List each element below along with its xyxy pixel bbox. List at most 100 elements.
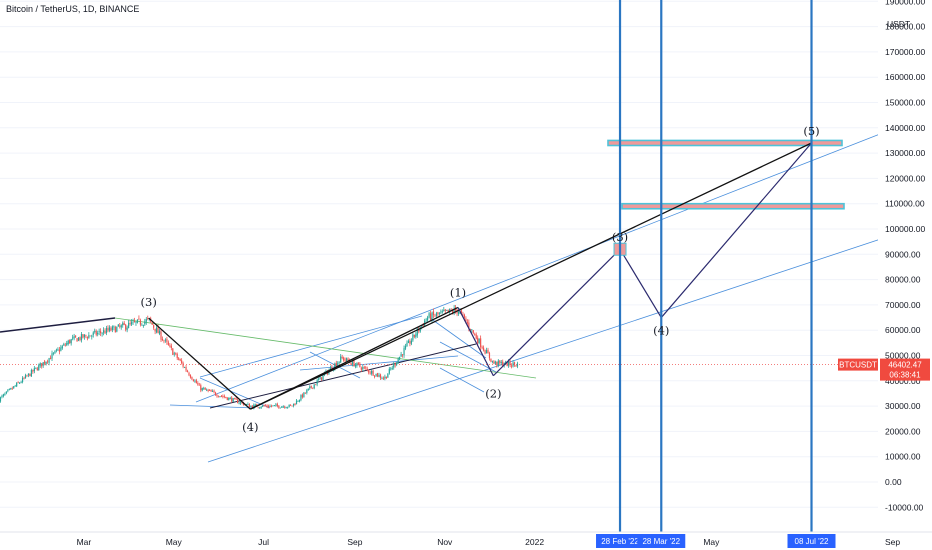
candle-body[interactable]: [70, 339, 72, 344]
candle-body[interactable]: [80, 334, 83, 341]
candle-body[interactable]: [16, 382, 18, 387]
candle-body[interactable]: [440, 311, 442, 313]
candle-body[interactable]: [94, 330, 96, 332]
candle-body[interactable]: [213, 390, 215, 393]
candle-body[interactable]: [309, 386, 311, 389]
candle-body[interactable]: [79, 337, 81, 340]
candle-body[interactable]: [217, 396, 220, 398]
candle-body[interactable]: [139, 320, 141, 325]
candle-body[interactable]: [491, 360, 494, 362]
candle-body[interactable]: [429, 313, 432, 320]
candle-body[interactable]: [42, 362, 44, 366]
candle-body[interactable]: [189, 375, 192, 378]
candle-body[interactable]: [500, 361, 502, 364]
candle-body[interactable]: [340, 356, 342, 363]
candle-body[interactable]: [457, 311, 460, 314]
candle-body[interactable]: [20, 382, 22, 383]
symbol-badge[interactable]: [838, 358, 878, 371]
candle-body[interactable]: [247, 403, 249, 405]
candle-body[interactable]: [77, 337, 80, 341]
candle-body[interactable]: [253, 404, 255, 409]
candle-body[interactable]: [182, 362, 184, 367]
candle-body[interactable]: [368, 369, 370, 373]
candle-body[interactable]: [13, 386, 15, 389]
candle-body[interactable]: [415, 334, 417, 337]
candle-body[interactable]: [33, 368, 35, 372]
candle-body[interactable]: [427, 317, 429, 321]
candle-body[interactable]: [141, 324, 143, 326]
candle-body[interactable]: [266, 405, 268, 407]
candle-body[interactable]: [282, 406, 284, 408]
candle-body[interactable]: [166, 339, 168, 343]
candle-body[interactable]: [153, 325, 155, 328]
candle-body[interactable]: [310, 386, 312, 388]
candle-body[interactable]: [167, 342, 169, 345]
candle-body[interactable]: [480, 338, 482, 348]
candle-body[interactable]: [344, 359, 346, 361]
candle-body[interactable]: [51, 353, 53, 359]
candle-body[interactable]: [449, 308, 451, 312]
candle-body[interactable]: [278, 405, 280, 408]
candle-body[interactable]: [214, 392, 217, 396]
candle-body[interactable]: [388, 368, 390, 374]
candle-body[interactable]: [259, 407, 261, 409]
candle-body[interactable]: [119, 325, 121, 327]
candle-body[interactable]: [130, 322, 133, 325]
candle-body[interactable]: [0, 397, 2, 402]
candle-body[interactable]: [295, 400, 298, 405]
candle-body[interactable]: [391, 368, 393, 369]
candle-body[interactable]: [353, 360, 355, 367]
candle-body[interactable]: [55, 349, 58, 351]
candle-body[interactable]: [151, 322, 153, 325]
candle-body[interactable]: [237, 399, 239, 404]
candle-body[interactable]: [292, 403, 295, 406]
candle-body[interactable]: [329, 367, 331, 371]
candle-body[interactable]: [5, 391, 7, 394]
candle-body[interactable]: [52, 352, 55, 354]
candle-body[interactable]: [210, 390, 212, 392]
candle-body[interactable]: [316, 380, 318, 385]
candle-body[interactable]: [226, 397, 228, 400]
candle-body[interactable]: [32, 369, 34, 372]
candle-body[interactable]: [30, 370, 33, 377]
candle-body[interactable]: [17, 382, 19, 384]
candle-body[interactable]: [170, 345, 172, 349]
candle-body[interactable]: [335, 363, 337, 366]
candle-body[interactable]: [145, 319, 147, 322]
candle-body[interactable]: [413, 334, 415, 337]
candle-body[interactable]: [434, 315, 436, 317]
candle-body[interactable]: [290, 404, 292, 406]
candle-body[interactable]: [419, 327, 421, 332]
candle-body[interactable]: [357, 362, 359, 365]
candle-body[interactable]: [82, 334, 84, 338]
candle-body[interactable]: [494, 361, 496, 364]
candle-body[interactable]: [300, 395, 302, 401]
candle-body[interactable]: [435, 313, 438, 316]
candle-body[interactable]: [191, 377, 193, 380]
candle-body[interactable]: [385, 376, 387, 379]
candle-body[interactable]: [441, 311, 443, 313]
candle-body[interactable]: [179, 359, 181, 361]
candle-body[interactable]: [67, 340, 69, 345]
candle-body[interactable]: [163, 340, 165, 342]
candle-body[interactable]: [396, 362, 398, 365]
candle-body[interactable]: [318, 379, 320, 381]
candle-body[interactable]: [164, 339, 167, 341]
candle-body[interactable]: [466, 322, 468, 324]
candle-body[interactable]: [376, 373, 379, 377]
candle-body[interactable]: [206, 389, 208, 391]
candle-body[interactable]: [211, 391, 214, 392]
candle-body[interactable]: [54, 350, 56, 353]
candle-body[interactable]: [400, 354, 402, 357]
candle-body[interactable]: [347, 358, 349, 361]
candle-body[interactable]: [117, 324, 119, 327]
candle-body[interactable]: [284, 406, 286, 408]
candle-body[interactable]: [44, 361, 46, 364]
candle-body[interactable]: [14, 385, 16, 387]
candle-body[interactable]: [144, 321, 146, 325]
candle-body[interactable]: [147, 318, 149, 319]
candle-body[interactable]: [401, 354, 404, 356]
candle-body[interactable]: [438, 313, 440, 315]
candle-body[interactable]: [421, 325, 423, 327]
candle-body[interactable]: [471, 329, 473, 331]
